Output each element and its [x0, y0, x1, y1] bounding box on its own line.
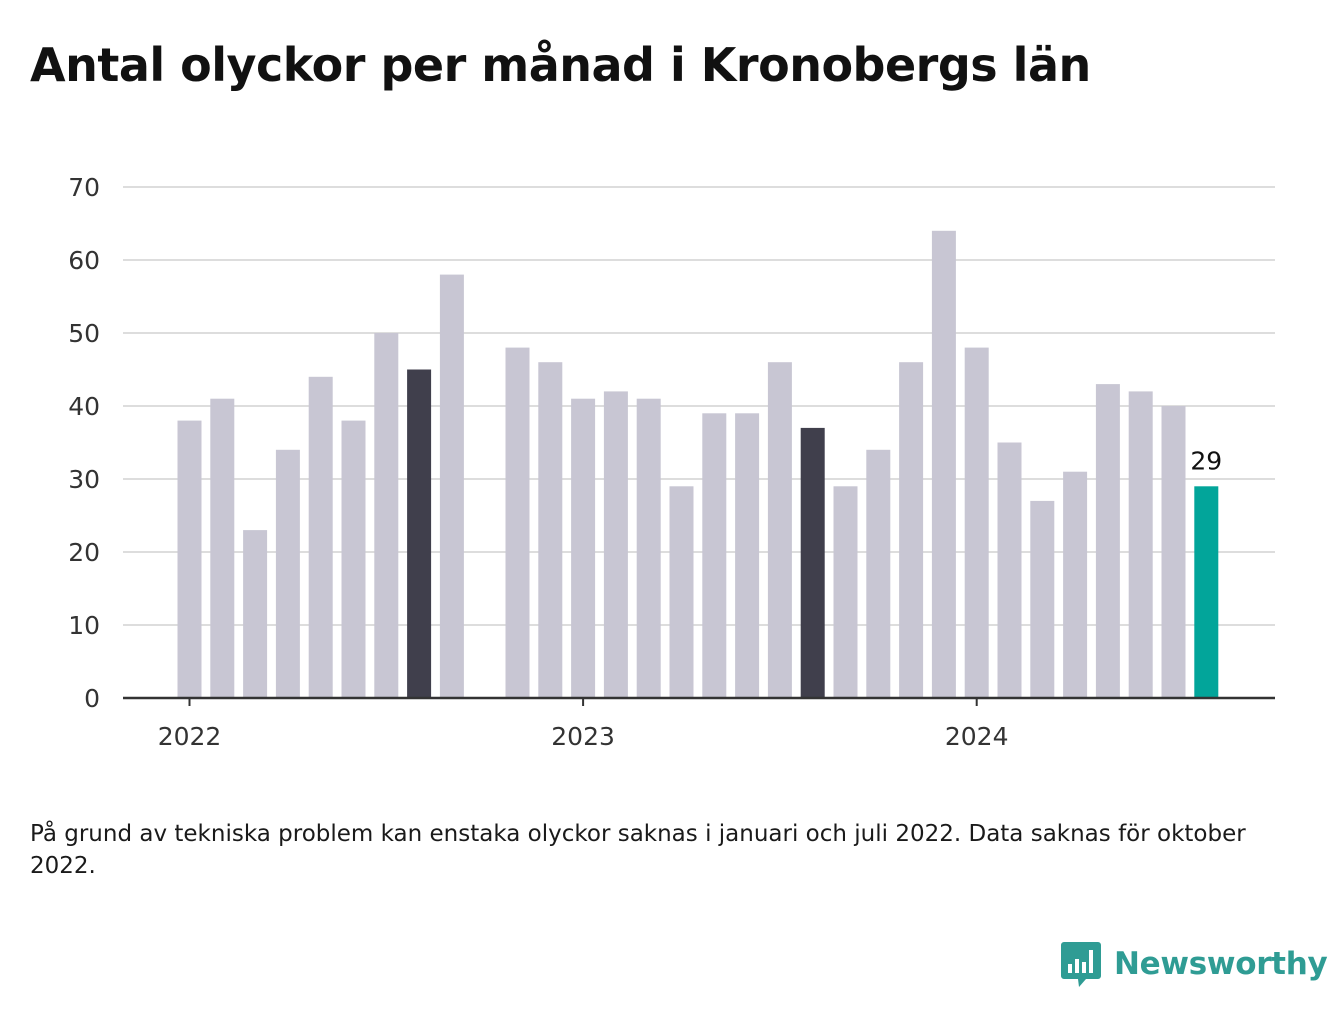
bar-2022-08: [407, 369, 432, 698]
bar-2023-10: [866, 449, 891, 698]
footnote: På grund av tekniska problem kan enstaka…: [30, 821, 1246, 879]
bar-value-label: 29: [1190, 446, 1222, 475]
bar-2022-04: [275, 449, 300, 698]
bar-chart-logo-icon: [1061, 942, 1101, 987]
bar-2024-06: [1128, 391, 1153, 698]
bar-2024-03: [1030, 500, 1055, 698]
y-tick-label: 0: [84, 684, 100, 713]
bar-2023-08: [800, 427, 825, 698]
bar-2024-04: [1063, 471, 1088, 698]
bar-2024-08: [1194, 486, 1219, 698]
bar-2023-01: [571, 398, 596, 698]
bar-2023-06: [735, 413, 760, 698]
y-axis-ticks: 0 10 20 30 40 50 60 70: [68, 173, 100, 713]
bar-2023-04: [669, 486, 694, 698]
bar-2024-02: [997, 442, 1022, 698]
bar-2022-05: [308, 376, 333, 698]
bar-2022-02: [210, 398, 235, 698]
bar-2022-09: [439, 274, 464, 698]
chart-title: Antal olyckor per månad i Kronobergs län: [30, 38, 1091, 92]
y-tick-label: 10: [68, 611, 100, 640]
y-tick-label: 60: [68, 246, 100, 275]
bar-2024-01: [964, 347, 989, 698]
y-tick-label: 40: [68, 392, 100, 421]
bar-2024-07: [1161, 406, 1186, 698]
bar-2023-07: [767, 362, 792, 698]
bar-2022-12: [538, 362, 563, 698]
y-tick-label: 20: [68, 538, 100, 567]
y-tick-label: 50: [68, 319, 100, 348]
x-tick-label: 2024: [945, 722, 1009, 751]
bar-2023-03: [636, 398, 661, 698]
bar-2024-05: [1095, 384, 1120, 698]
bar-2023-09: [833, 486, 858, 698]
bar-2023-12: [931, 230, 956, 699]
x-tick-label: 2023: [551, 722, 615, 751]
bar-2022-06: [341, 420, 366, 698]
bars: [177, 230, 1219, 699]
brand-logo[interactable]: Newsworthy: [1060, 940, 1328, 988]
bar-2022-01: [177, 420, 202, 698]
bar-chart: 0 10 20 30 40 50 60 70 29 2022 2023 2024: [68, 173, 1275, 751]
bar-2022-07: [374, 333, 399, 698]
y-tick-label: 70: [68, 173, 100, 202]
y-tick-label: 30: [68, 465, 100, 494]
x-axis-ticks: 2022 2023 2024: [158, 698, 1009, 751]
bar-2023-05: [702, 413, 727, 698]
bar-2022-03: [243, 530, 268, 698]
x-tick-label: 2022: [158, 722, 222, 751]
bar-2023-02: [603, 391, 628, 698]
bar-2022-11: [505, 347, 530, 698]
bar-2023-11: [899, 362, 924, 698]
brand-name: Newsworthy: [1114, 946, 1328, 982]
data-labels: 29: [1190, 446, 1222, 475]
